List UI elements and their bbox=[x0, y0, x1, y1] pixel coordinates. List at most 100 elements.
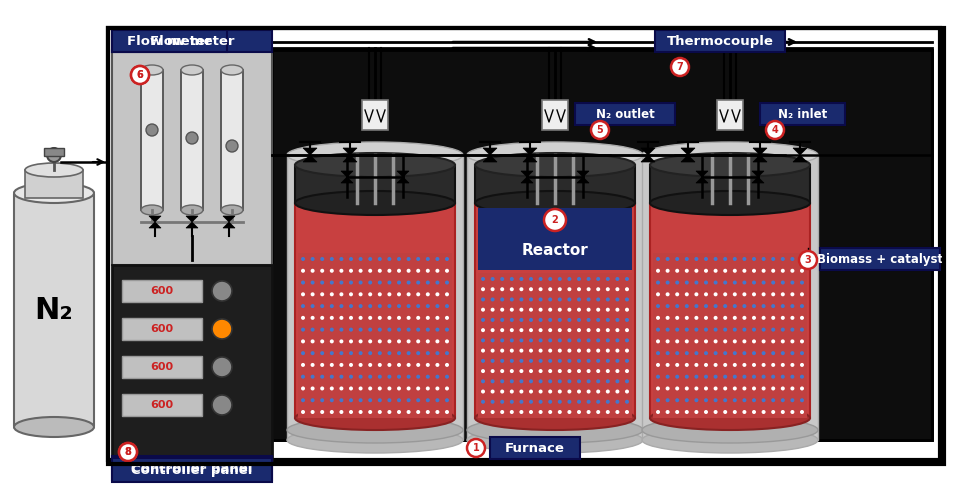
Circle shape bbox=[586, 359, 590, 363]
Bar bbox=[141, 70, 163, 210]
Circle shape bbox=[518, 277, 523, 281]
Circle shape bbox=[435, 351, 439, 355]
Circle shape bbox=[684, 386, 688, 390]
Circle shape bbox=[703, 363, 707, 367]
Circle shape bbox=[548, 287, 552, 291]
Circle shape bbox=[358, 386, 362, 390]
Circle shape bbox=[349, 257, 353, 261]
Circle shape bbox=[694, 292, 698, 296]
Circle shape bbox=[656, 410, 659, 414]
Circle shape bbox=[800, 386, 803, 390]
Circle shape bbox=[311, 363, 314, 367]
Circle shape bbox=[406, 304, 410, 308]
Circle shape bbox=[396, 375, 400, 379]
Circle shape bbox=[330, 386, 334, 390]
Circle shape bbox=[567, 328, 571, 332]
Circle shape bbox=[425, 269, 430, 273]
Bar bbox=[649, 203, 809, 418]
Circle shape bbox=[339, 257, 343, 261]
Circle shape bbox=[790, 328, 794, 331]
Bar bbox=[717, 100, 742, 130]
Circle shape bbox=[349, 280, 353, 284]
Circle shape bbox=[741, 328, 745, 331]
Circle shape bbox=[387, 269, 391, 273]
Circle shape bbox=[558, 328, 561, 332]
Circle shape bbox=[722, 280, 726, 284]
Circle shape bbox=[760, 316, 765, 320]
Bar bbox=[641, 155, 817, 440]
Circle shape bbox=[416, 280, 419, 284]
Circle shape bbox=[605, 297, 609, 301]
Circle shape bbox=[518, 390, 523, 394]
Circle shape bbox=[499, 338, 504, 342]
Circle shape bbox=[435, 269, 439, 273]
Circle shape bbox=[499, 277, 504, 281]
Circle shape bbox=[529, 390, 533, 394]
Circle shape bbox=[751, 280, 755, 284]
Circle shape bbox=[444, 257, 449, 261]
Circle shape bbox=[665, 328, 669, 331]
Circle shape bbox=[713, 351, 717, 355]
Bar bbox=[655, 30, 784, 52]
Circle shape bbox=[665, 398, 669, 402]
Circle shape bbox=[543, 209, 565, 231]
Circle shape bbox=[490, 287, 494, 291]
Circle shape bbox=[349, 292, 353, 296]
Circle shape bbox=[675, 280, 679, 284]
Circle shape bbox=[684, 292, 688, 296]
Polygon shape bbox=[396, 171, 409, 177]
Polygon shape bbox=[340, 171, 353, 177]
Ellipse shape bbox=[475, 153, 635, 177]
Circle shape bbox=[358, 410, 362, 414]
Circle shape bbox=[684, 410, 688, 414]
Circle shape bbox=[694, 339, 698, 344]
Circle shape bbox=[131, 66, 149, 84]
Circle shape bbox=[741, 316, 745, 320]
Circle shape bbox=[548, 328, 552, 332]
Circle shape bbox=[713, 292, 717, 296]
Text: 3: 3 bbox=[803, 255, 810, 265]
Bar bbox=[280, 58, 923, 432]
Circle shape bbox=[349, 410, 353, 414]
Circle shape bbox=[330, 269, 334, 273]
Circle shape bbox=[416, 375, 419, 379]
Circle shape bbox=[694, 386, 698, 390]
Circle shape bbox=[703, 339, 707, 344]
Circle shape bbox=[509, 410, 514, 414]
Circle shape bbox=[760, 257, 765, 261]
Polygon shape bbox=[577, 177, 588, 183]
Circle shape bbox=[480, 369, 484, 373]
Circle shape bbox=[518, 318, 523, 322]
Circle shape bbox=[722, 386, 726, 390]
Circle shape bbox=[713, 386, 717, 390]
Ellipse shape bbox=[475, 406, 635, 430]
Circle shape bbox=[780, 339, 784, 344]
Circle shape bbox=[780, 280, 784, 284]
Circle shape bbox=[480, 410, 484, 414]
Circle shape bbox=[480, 390, 484, 394]
Circle shape bbox=[377, 410, 381, 414]
Circle shape bbox=[596, 297, 599, 301]
Circle shape bbox=[368, 375, 372, 379]
Circle shape bbox=[339, 398, 343, 402]
Circle shape bbox=[499, 287, 504, 291]
Polygon shape bbox=[522, 148, 537, 155]
Text: 600: 600 bbox=[151, 324, 173, 334]
Circle shape bbox=[339, 280, 343, 284]
Circle shape bbox=[558, 297, 561, 301]
Circle shape bbox=[780, 398, 784, 402]
Ellipse shape bbox=[649, 406, 809, 430]
Circle shape bbox=[311, 375, 314, 379]
Circle shape bbox=[732, 292, 736, 296]
Circle shape bbox=[596, 348, 599, 353]
Ellipse shape bbox=[287, 142, 462, 168]
Ellipse shape bbox=[467, 417, 642, 443]
Circle shape bbox=[377, 363, 381, 367]
Circle shape bbox=[713, 316, 717, 320]
Circle shape bbox=[538, 390, 542, 394]
Circle shape bbox=[694, 410, 698, 414]
Circle shape bbox=[368, 386, 372, 390]
Circle shape bbox=[605, 318, 609, 322]
Circle shape bbox=[586, 328, 590, 332]
Circle shape bbox=[425, 304, 430, 308]
